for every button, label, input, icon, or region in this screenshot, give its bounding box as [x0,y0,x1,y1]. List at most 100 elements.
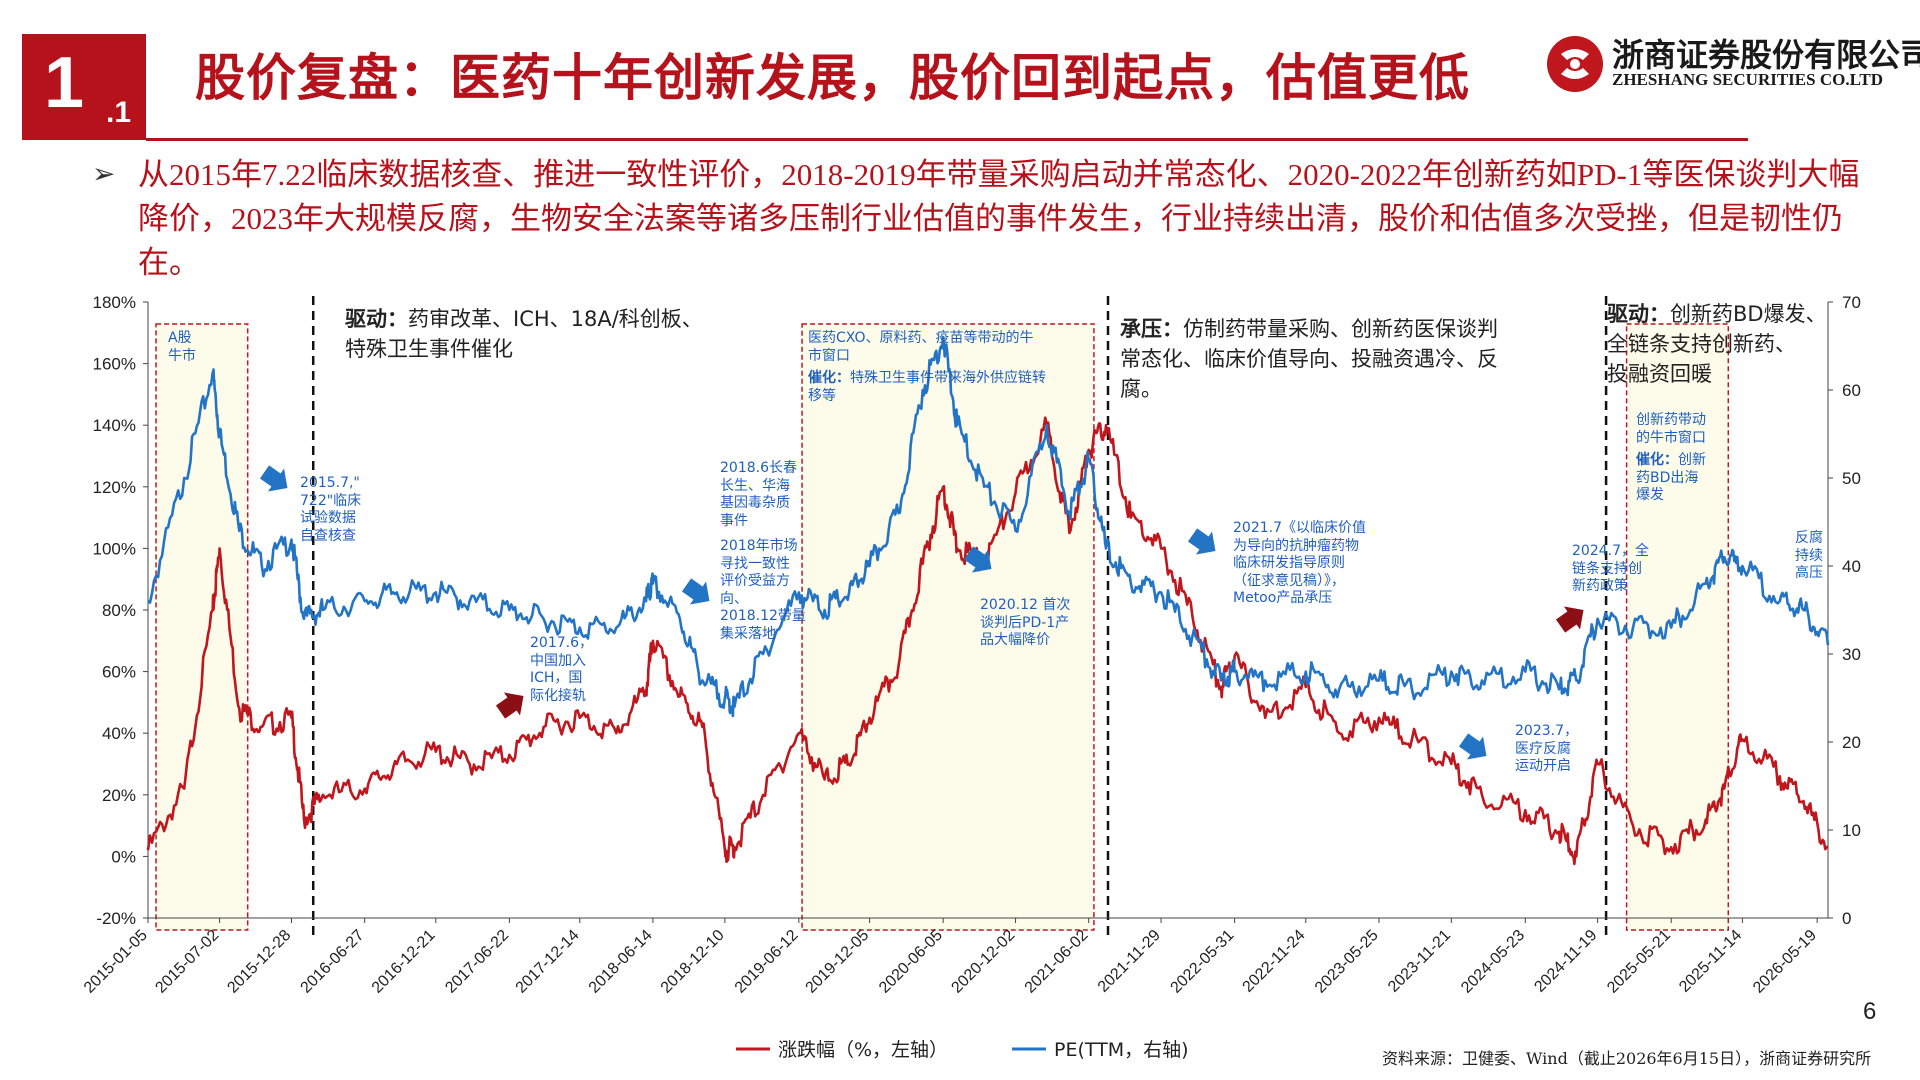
left-tick-label: 20% [102,786,136,805]
source-note: 资料来源：卫健委、Wind（截止2026年6月15日），浙商证券研究所 [1382,1049,1872,1068]
legend-pe-label: PE(TTM，右轴) [1054,1039,1189,1061]
x-tick-label: 2018-12-10 [658,927,728,997]
x-tick-label: 2016-06-27 [298,927,368,997]
event-2023-anticorruption: 2023.7， 医疗反腐 运动开启 [1515,723,1578,774]
x-tick-label: 2020-06-05 [876,927,946,997]
event-2018-vaccine: 2018.6长春 长生、华海 基因毒杂质 事件 [720,460,797,529]
driver2-text3: 投融资回暖 [1607,361,1712,386]
event-2020-pd1: 2020.12 首次 谈判后PD-1产 品大幅降价 [980,597,1071,648]
section-number: 1 [44,43,85,123]
box-cxo-label: 医药CXO、原料药、疫苗等带动的牛 市窗口 [808,330,1034,364]
event-arrow-icon [259,465,288,492]
bullet-arrow-icon: ➢ [92,159,116,190]
box-cxo-catalyst: 催化：特殊卫生事件带来海外供应链转 移等 [808,370,1046,405]
x-tick-label: 2025-05-21 [1604,927,1674,997]
left-tick-label: 180% [93,293,136,312]
x-tick-label: 2016-12-21 [369,927,439,997]
x-tick-label: 2022-11-24 [1240,927,1309,996]
right-tick-label: 70 [1842,293,1861,312]
x-tick-label: 2018-06-14 [586,927,656,997]
event-2026-anticorruption: 反腐 持续 高压 [1795,530,1823,581]
box-a-share-label: A股 牛市 [168,330,196,364]
x-tick-label: 2015-12-28 [224,927,294,997]
annotation-pressure: 承压：仿制药带量采购、创新药医保谈判 常态化、临床价值导向、投融资遇冷、反 腐。 [1120,315,1498,404]
section-badge: 1 .1 [22,34,146,140]
event-arrow-icon [681,578,710,605]
x-tick-label: 2021-06-02 [1022,927,1092,997]
box-innov-label: 创新药带动 的牛市窗口 [1636,412,1706,446]
section-sub: .1 [106,96,132,129]
x-tick-label: 2015-07-02 [152,927,222,997]
event-arrow-icon [1555,606,1584,633]
page-title: 股价复盘：医药十年创新发展，股价回到起点，估值更低 [195,49,1470,107]
event-2018-vbp: 2018年市场 寻找一致性 评价受益方 向、 2018.12带量 集采落地 [720,538,806,642]
pressure-text: 仿制药带量采购、创新药医保谈判 [1183,317,1498,341]
right-tick-label: 0 [1842,909,1851,928]
left-tick-label: 40% [102,724,136,743]
legend-return-label: 涨跌幅（%，左轴） [778,1039,948,1061]
x-tick-label: 2025-11-14 [1676,927,1745,996]
summary-text: 从2015年7.22临床数据核查、推进一致性评价，2018-2019年带量采购启… [138,157,1860,280]
driver1-text2: 特殊卫生事件催化 [345,336,513,361]
right-tick-label: 20 [1842,733,1861,752]
x-tick-label: 2026-05-19 [1750,927,1820,997]
stock-price-pe-chart: 180% 160% 140% 120% 100% 80% 60% 40% 20% 0% -20% 70… [81,293,1861,1061]
pressure-text2: 常态化、临床价值导向、投融资遇冷、反 [1120,346,1498,371]
window-cxo [801,323,1095,931]
annotation-driver1: 驱动：药审改革、ICH、18A/科创板、 特殊卫生事件催化 [345,305,703,365]
x-tick-label: 2023-11-21 [1385,927,1454,996]
x-tick-label: 2019-12-05 [803,927,873,997]
right-tick-label: 40 [1842,557,1861,576]
right-tick-label: 50 [1842,469,1861,488]
left-tick-label: 60% [102,663,136,682]
driver1-text: 药审改革、ICH、18A/科创板、 [408,307,703,331]
x-tick-label: 2022-05-31 [1168,927,1238,997]
event-arrow-icon [495,692,524,719]
left-tick-label: 80% [102,601,136,620]
event-arrow-icon [1458,733,1487,760]
box-innov-catalyst-text: 创新 药BD出海 爆发 [1636,452,1706,503]
x-tick-label: 2021-11-29 [1095,927,1164,996]
box-cxo-catalyst-text: 特殊卫生事件带来海外供应链转 移等 [808,370,1046,404]
left-tick-label: 120% [93,478,136,497]
box-innov-catalyst: 催化：创新 药BD出海 爆发 [1636,452,1706,505]
driver2-title: 驱动： [1607,302,1670,326]
x-tick-label: 2019-06-12 [732,927,802,997]
driver1-title: 驱动： [345,307,408,331]
x-tick-label: 2024-11-19 [1531,927,1600,996]
event-2015-data-check: 2015.7," 722"临床 试验数据 自查核查 [300,475,362,544]
x-tick-label: 2024-05-23 [1458,927,1528,997]
box-innov-catalyst-label: 催化： [1636,452,1678,468]
left-tick-label: -20% [96,909,136,928]
x-tick-label: 2017-12-14 [513,927,583,997]
page-number: 6 [1863,998,1877,1025]
right-tick-label: 60 [1842,381,1861,400]
right-tick-label: 30 [1842,645,1861,664]
window-innovative [1625,323,1730,931]
event-2021-guideline: 2021.7《以临床价值 为导向的抗肿瘤药物 临床研发指导原则 （征求意见稿）》… [1233,520,1366,606]
right-tick-label: 10 [1842,821,1861,840]
left-tick-label: 0% [111,847,136,866]
annotation-driver2: 驱动：创新药BD爆发、 全链条支持创新药、 投融资回暖 [1607,300,1827,389]
company-logo-icon [1547,36,1603,92]
left-tick-label: 140% [93,416,136,435]
x-tick-label: 2020-12-02 [948,927,1018,997]
series-return-line [146,416,1829,866]
window-a-share [155,323,249,931]
company-name-en: ZHESHANG SECURITIES CO.LTD [1612,70,1883,89]
series-pe-line [147,335,1830,718]
driver2-text2: 全链条支持创新药、 [1607,331,1796,356]
x-tick-label: 2023-05-25 [1312,927,1382,997]
company-name-cn: 浙商证券股份有限公司 [1612,36,1920,74]
event-2017-ich: 2017.6， 中国加入 ICH，国 际化接轨 [530,635,593,704]
x-tick-label: 2015-01-05 [81,927,151,997]
box-cxo-catalyst-label: 催化： [808,370,850,386]
pressure-text3: 腐。 [1120,376,1162,401]
driver2-text: 创新药BD爆发、 [1670,302,1827,326]
left-tick-label: 100% [93,539,136,558]
title-underline [146,138,1748,141]
event-arrow-icon [963,546,992,573]
left-tick-label: 160% [93,355,136,374]
event-2024-policy: 2024.7，全 链条支持创 新药政策 [1572,543,1649,594]
summary-bullet: ➢ 从2015年7.22临床数据核查、推进一致性评价，2018-2019年带量采… [92,153,1862,285]
